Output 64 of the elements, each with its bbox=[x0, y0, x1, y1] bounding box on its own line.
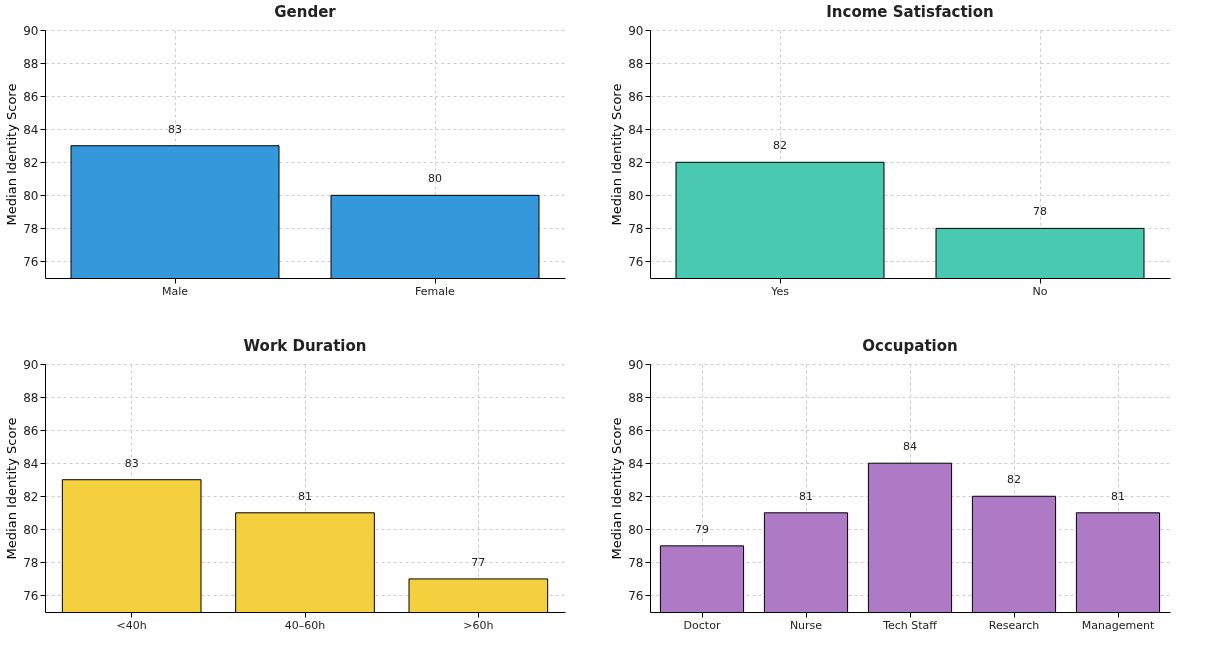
data-label: 84 bbox=[903, 440, 917, 454]
data-label: 83 bbox=[168, 122, 182, 136]
y-tick-label: 86 bbox=[628, 423, 644, 438]
data-label: 81 bbox=[298, 489, 312, 503]
y-tick-label: 88 bbox=[628, 390, 644, 405]
y-tick-label: 76 bbox=[23, 254, 39, 269]
data-label: 82 bbox=[1007, 473, 1021, 487]
x-tick-label: Nurse bbox=[789, 618, 823, 632]
y-tick-label: 90 bbox=[628, 357, 644, 372]
y-tick-label: 84 bbox=[23, 122, 39, 137]
chart-title: Gender bbox=[274, 3, 337, 21]
y-tick-label: 78 bbox=[628, 555, 644, 570]
x-tick-label: Female bbox=[415, 284, 456, 298]
y-tick-label: 88 bbox=[23, 390, 39, 405]
y-tick-label: 76 bbox=[628, 254, 644, 269]
y-axis-title: Median Identity Score bbox=[609, 83, 625, 226]
data-label: 81 bbox=[799, 489, 813, 503]
data-label: 80 bbox=[428, 172, 442, 186]
data-label: 82 bbox=[773, 139, 787, 153]
y-axis-title: Median Identity Score bbox=[4, 417, 20, 560]
y-tick-label: 78 bbox=[23, 555, 39, 570]
x-tick-label: No bbox=[1032, 284, 1048, 298]
x-tick-label: Research bbox=[988, 618, 1040, 632]
x-tick-label: >60h bbox=[463, 618, 494, 632]
y-tick-label: 90 bbox=[23, 357, 39, 372]
y-tick-label: 86 bbox=[23, 89, 39, 104]
y-tick-label: 86 bbox=[628, 89, 644, 104]
y-tick-label: 76 bbox=[628, 588, 644, 603]
y-tick-label: 84 bbox=[23, 456, 39, 471]
y-tick-label: 90 bbox=[628, 23, 644, 38]
data-label: 78 bbox=[1033, 205, 1047, 219]
y-tick-label: 88 bbox=[23, 56, 39, 71]
y-tick-label: 88 bbox=[628, 56, 644, 71]
chart-title: Income Satisfaction bbox=[826, 3, 994, 21]
y-tick-label: 84 bbox=[628, 456, 644, 471]
y-axis-title: Median Identity Score bbox=[609, 417, 625, 560]
y-tick-label: 78 bbox=[628, 221, 644, 236]
data-label: 79 bbox=[695, 522, 709, 536]
chart-title: Occupation bbox=[862, 337, 958, 355]
y-tick-label: 86 bbox=[23, 423, 39, 438]
chart-title: Work Duration bbox=[243, 337, 367, 355]
y-axis-title: Median Identity Score bbox=[4, 83, 20, 226]
x-tick-label: Management bbox=[1081, 618, 1155, 632]
y-tick-label: 76 bbox=[23, 588, 39, 603]
y-tick-label: 80 bbox=[628, 188, 644, 203]
y-tick-label: 78 bbox=[23, 221, 39, 236]
y-tick-label: 84 bbox=[628, 122, 644, 137]
y-tick-label: 82 bbox=[628, 489, 644, 504]
y-tick-label: 82 bbox=[23, 489, 39, 504]
x-tick-label: 40–60h bbox=[284, 618, 326, 632]
x-tick-label: Male bbox=[161, 284, 189, 298]
x-tick-label: Tech Staff bbox=[882, 618, 938, 632]
y-tick-label: 82 bbox=[628, 155, 644, 170]
data-label: 77 bbox=[471, 555, 486, 569]
y-tick-label: 80 bbox=[628, 522, 644, 537]
x-tick-label: <40h bbox=[116, 618, 147, 632]
y-tick-label: 80 bbox=[23, 188, 39, 203]
y-tick-label: 82 bbox=[23, 155, 39, 170]
y-tick-label: 90 bbox=[23, 23, 39, 38]
data-label: 81 bbox=[1111, 489, 1125, 503]
x-tick-label: Doctor bbox=[683, 618, 721, 632]
y-tick-label: 80 bbox=[23, 522, 39, 537]
data-label: 83 bbox=[124, 456, 139, 470]
x-tick-label: Yes bbox=[770, 284, 790, 298]
